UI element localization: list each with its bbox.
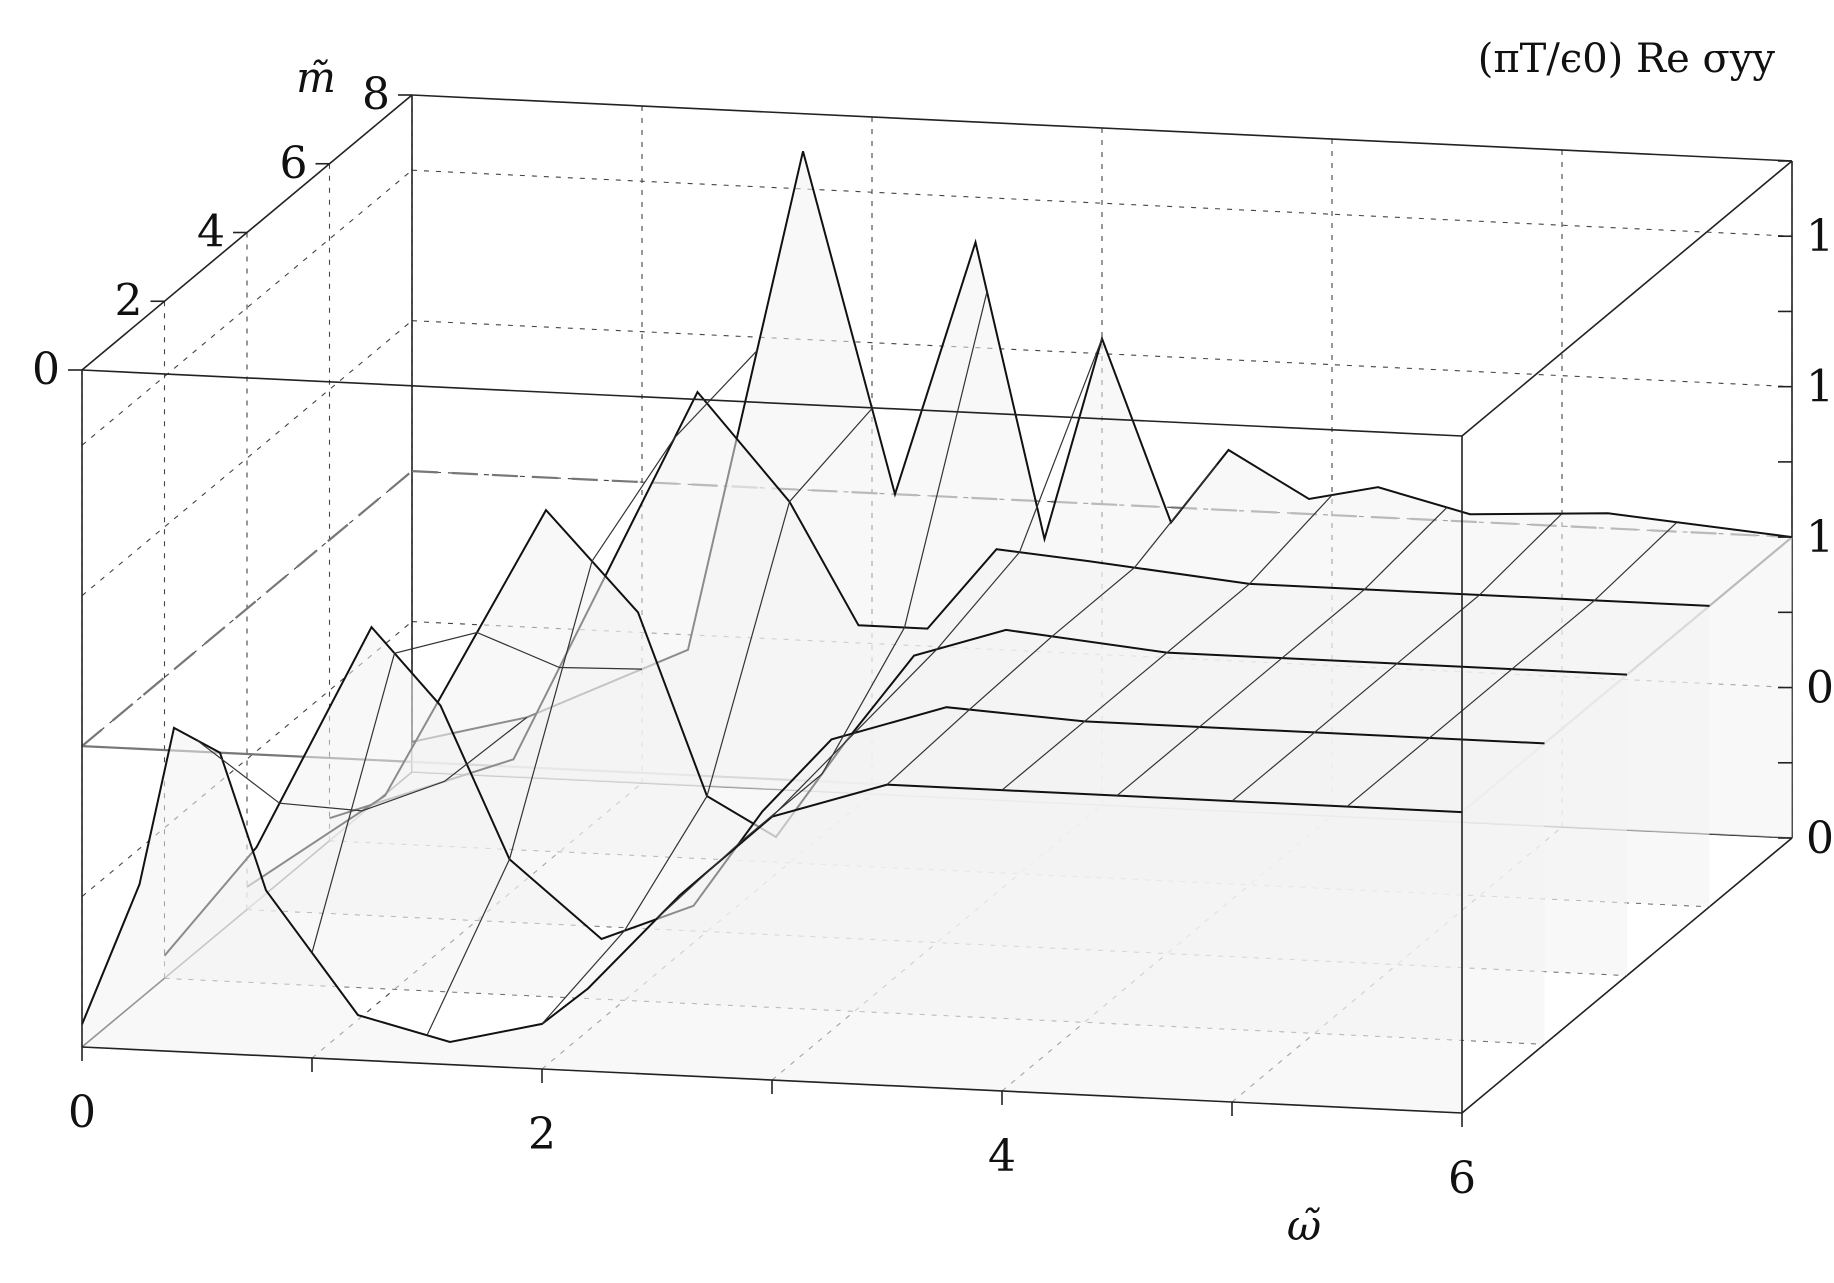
left-wall-grid-line <box>81 320 413 597</box>
z-axis-title: (πT/ϵ0) Re σyy <box>1478 36 1776 82</box>
z-tick-label: 0.6 <box>1806 813 1834 864</box>
bounding-box-edge <box>1461 160 1793 437</box>
y-tick-label: 0 <box>32 344 60 395</box>
surface-mesh-line <box>1231 513 1563 802</box>
z-tick-label: 0.8 <box>1806 663 1834 714</box>
y-tick-label: 6 <box>280 138 308 189</box>
back-wall-grid-line <box>411 470 1793 538</box>
surface-mesh-line <box>771 338 1103 818</box>
surface-mesh-line <box>1346 521 1678 808</box>
back-wall-grid-line <box>411 320 1793 388</box>
surface-mesh-line <box>196 716 528 812</box>
x-axis-title: ω̃ <box>1287 1201 1321 1250</box>
surface-mesh-line <box>541 408 873 1025</box>
bounding-box-edge <box>411 94 1793 162</box>
surface-mesh-line <box>656 291 988 919</box>
z-tick-label: 1.2 <box>1806 362 1834 413</box>
y-tick-label: 8 <box>362 69 390 120</box>
surface-mesh-line <box>886 464 1218 786</box>
z-tick-label: 1.4 <box>1806 211 1834 262</box>
tick-layer: 0 2 4 6 0 2 4 6 8 0.6 0.8 1.0 1.2 1.4 <box>32 69 1834 1204</box>
x-tick-label: 2 <box>528 1109 556 1160</box>
surface-mesh-line <box>1001 494 1333 791</box>
surface-mesh-line <box>311 631 643 953</box>
surface-section-fill <box>82 727 1462 1113</box>
y-tick-label: 4 <box>197 207 225 258</box>
back-wall-grid-line <box>411 169 1793 237</box>
reference-plane-edge <box>81 470 413 747</box>
y-axis-title: m̃ <box>296 53 336 102</box>
bounding-box-edge <box>81 369 1463 437</box>
y-tick-label: 2 <box>115 275 143 326</box>
x-tick-label: 0 <box>68 1087 96 1138</box>
x-tick-label: 6 <box>1448 1153 1476 1204</box>
x-tick-label: 4 <box>988 1131 1016 1182</box>
z-tick-label: 1.0 <box>1806 512 1834 563</box>
surface-section-curve <box>81 726 1463 1044</box>
surface-mesh-line <box>1116 506 1448 797</box>
surface-mesh-line <box>426 350 758 1036</box>
surface-layer <box>81 151 1793 1113</box>
